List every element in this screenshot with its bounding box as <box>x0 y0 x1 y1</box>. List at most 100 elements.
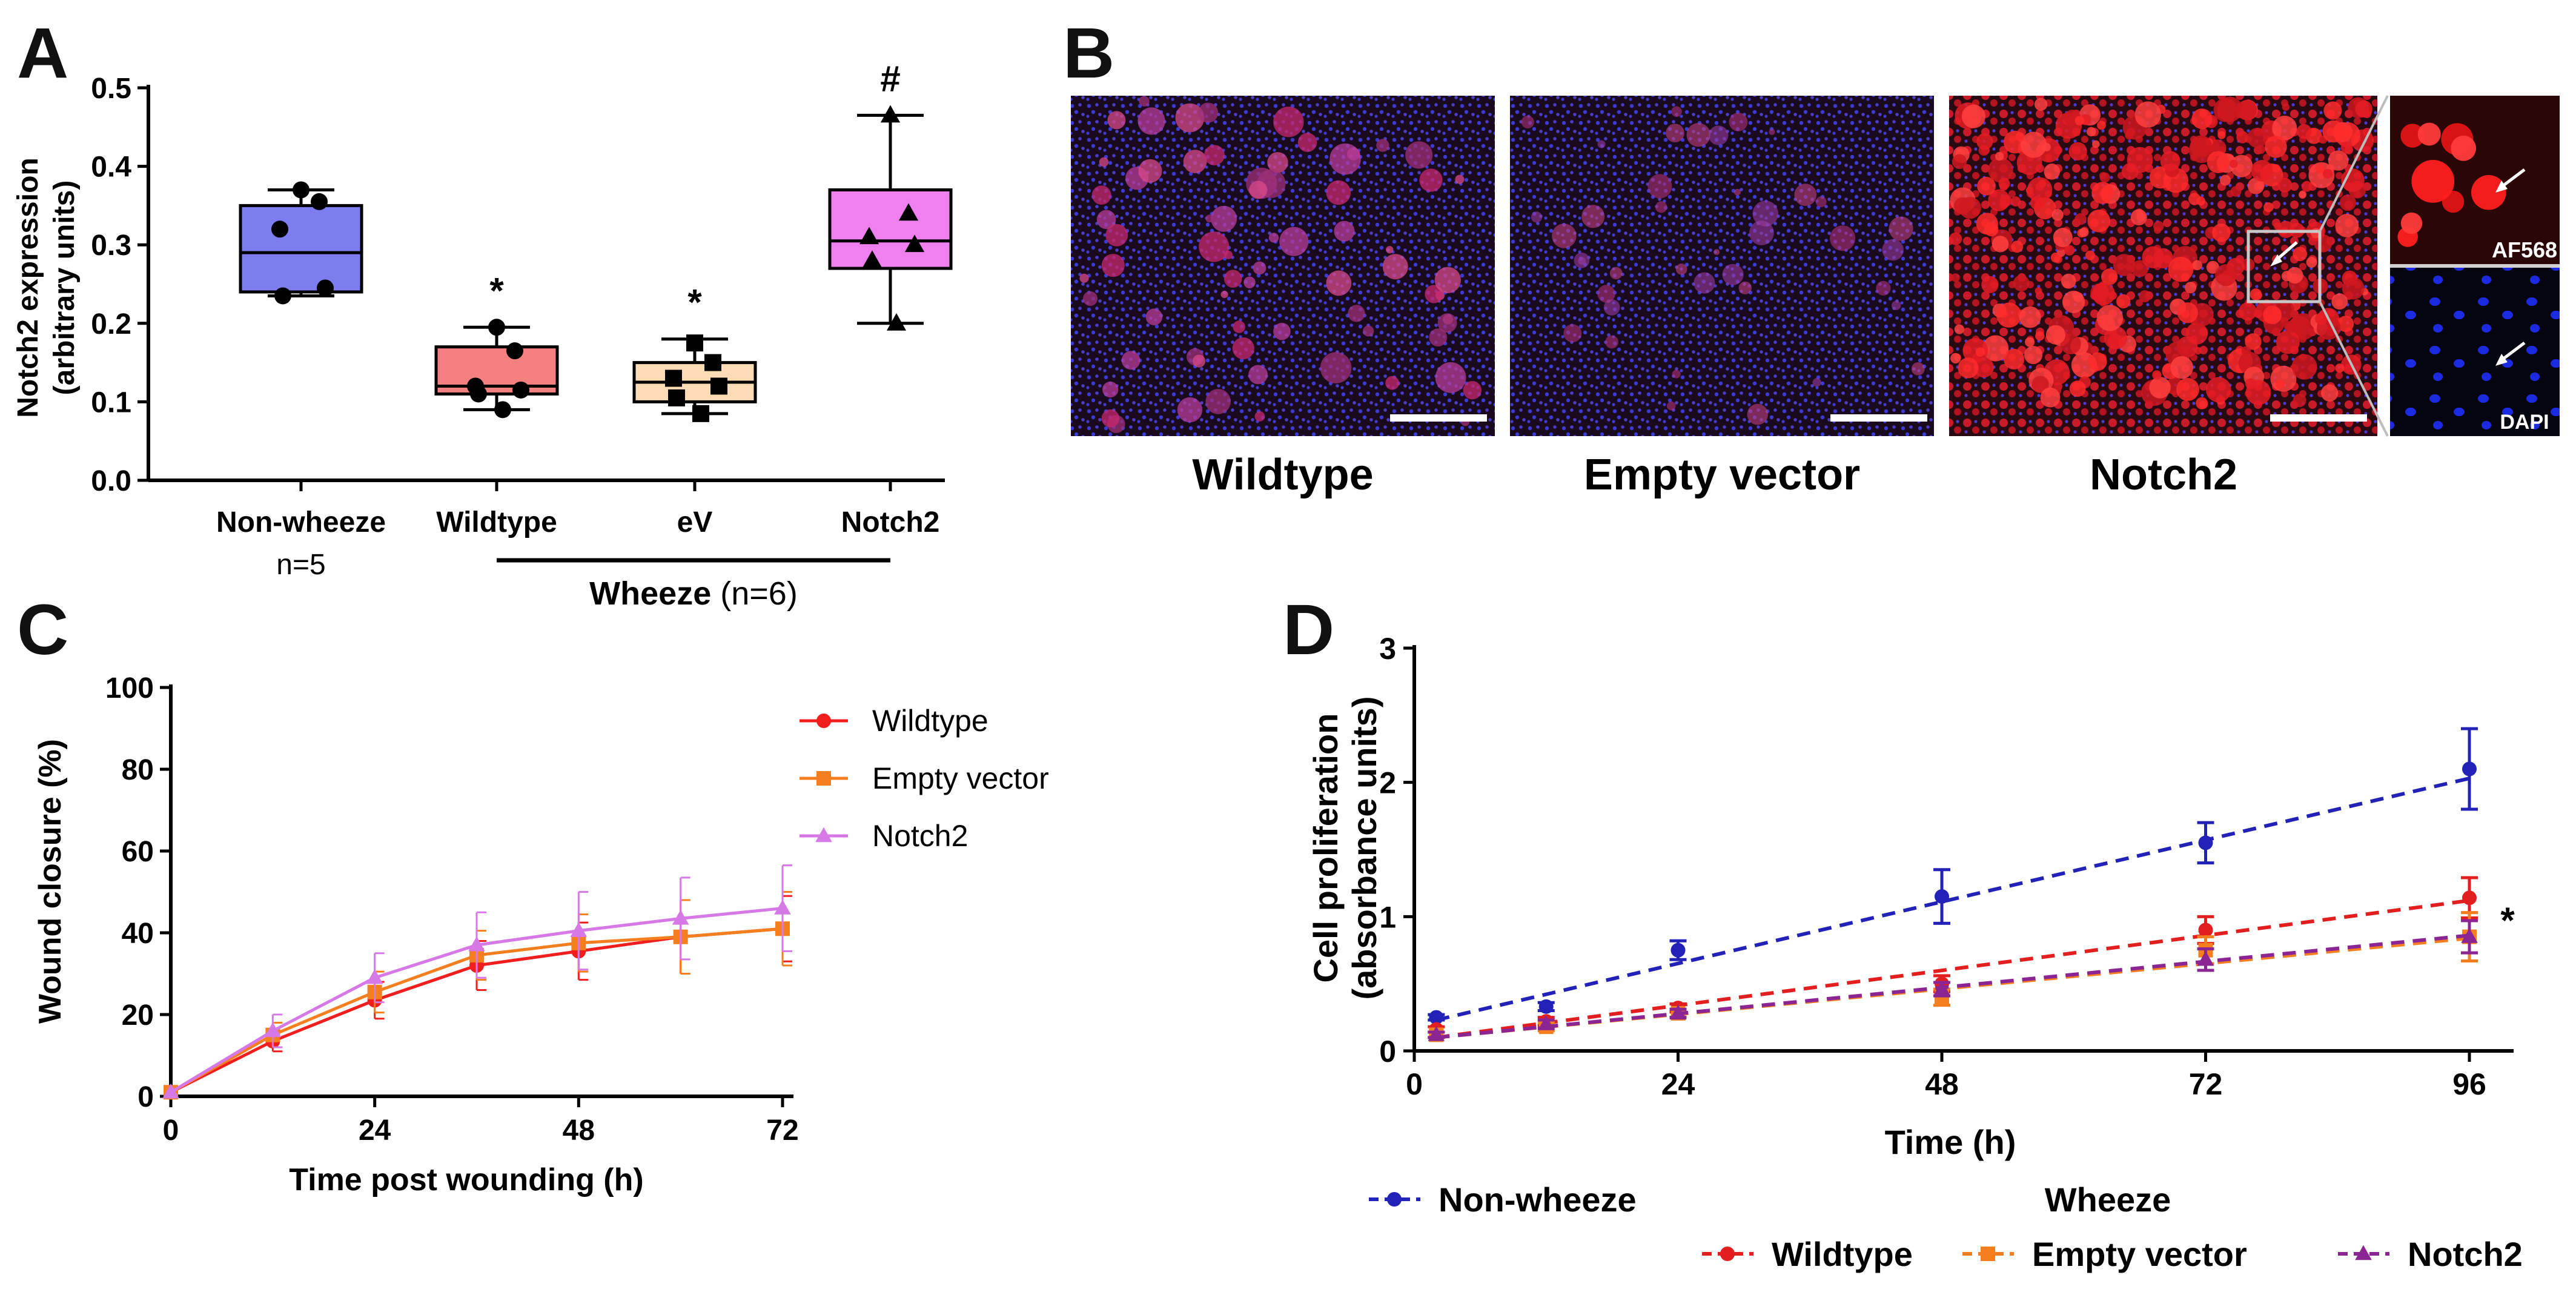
fluorescent-cell <box>2293 247 2308 262</box>
fluorescent-cell <box>2451 135 2477 161</box>
panel-c-ylabel: Wound closure (%) <box>33 739 68 1024</box>
panel-a-ytick-label: 0.4 <box>91 151 131 184</box>
fluorescent-cell <box>2170 356 2193 379</box>
fluorescent-cell <box>2185 282 2197 294</box>
fluorescent-cell <box>1233 320 1245 333</box>
fluorescent-cell <box>2096 305 2124 331</box>
data-point <box>774 899 791 915</box>
data-point <box>2198 922 2213 938</box>
box-data-point <box>886 313 907 331</box>
fluorescent-cell <box>1995 151 2004 161</box>
fluorescent-cell <box>1419 168 1443 192</box>
fluorescent-cell <box>2194 346 2202 355</box>
fluorescent-cell <box>2339 194 2356 211</box>
data-point <box>264 1022 282 1038</box>
box-significance-marker: * <box>489 270 504 311</box>
panel-a-ylabel-line2: (arbitrary units) <box>48 181 81 396</box>
fluorescent-cell <box>2153 220 2164 232</box>
panel-d-xtick-label: 0 <box>1406 1067 1423 1101</box>
fluorescent-cell <box>1694 272 1715 294</box>
zoom-connector-top <box>2319 95 2389 232</box>
fluorescent-cell <box>2130 209 2147 226</box>
data-point <box>2461 928 2478 943</box>
box-data-point <box>271 220 288 238</box>
fluorescent-cell <box>2321 384 2339 402</box>
fluorescent-cell <box>2127 147 2153 173</box>
fluorescent-cell <box>1977 176 1996 196</box>
fluorescent-cell <box>1672 369 1681 379</box>
data-point <box>1429 1010 1444 1025</box>
fluorescent-cell <box>2335 363 2345 373</box>
micrograph-wildtype <box>1071 96 1495 436</box>
fluorescent-cell <box>1248 365 1268 385</box>
fluorescent-cell <box>1597 285 1615 303</box>
fluorescent-cell <box>1137 107 1165 135</box>
inset-dapi <box>2390 268 2560 436</box>
legend-label: Wildtype <box>1772 1235 1913 1273</box>
fluorescent-cell <box>1101 254 1125 277</box>
fluorescent-cell <box>1981 276 1999 294</box>
fluorescent-cell <box>1211 205 1237 232</box>
fluorescent-cell <box>2241 346 2251 356</box>
scale-bar-empty-vector <box>1830 414 1927 422</box>
fluorescent-cell <box>2160 151 2180 171</box>
fluorescent-cell <box>2024 346 2043 365</box>
box-data-point <box>665 369 682 387</box>
legend-marker <box>816 714 831 728</box>
data-point <box>162 1083 179 1099</box>
panel-c-letter: C <box>17 590 68 670</box>
box-data-point <box>311 193 328 210</box>
fluorescent-cell <box>1139 96 1150 107</box>
fluorescent-cell <box>2308 162 2335 188</box>
fluorescent-cell <box>1385 376 1400 390</box>
fluorescent-cell <box>2134 101 2161 128</box>
data-point <box>1933 980 1950 996</box>
fluorescent-cell <box>2079 227 2089 237</box>
panel-d-scatter: Cell proliferation (absorbance units) 0 1… <box>1306 632 2523 1273</box>
fluorescent-cell <box>2251 160 2273 182</box>
fluorescent-cell <box>2471 175 2506 210</box>
panel-d-ytick-label: 1 <box>1379 900 1396 934</box>
fluorescent-cell <box>2153 248 2173 268</box>
fluorescent-cell <box>1752 200 1779 227</box>
panel-a-ytick-label: 0.1 <box>91 386 131 419</box>
fluorescent-cell <box>1954 324 1964 334</box>
fluorescent-cell <box>1552 224 1577 248</box>
fluorescent-cell <box>2265 136 2287 158</box>
box-data-point <box>710 377 727 395</box>
fluorescent-cell <box>1713 249 1720 256</box>
fluorescent-cell <box>2190 135 2213 157</box>
micrograph-label-empty-vector: Empty vector <box>1584 451 1860 499</box>
box-data-point <box>274 287 291 305</box>
legend-marker <box>2355 1245 2372 1260</box>
fluorescent-cell <box>2212 224 2231 242</box>
fluorescent-cell <box>1101 409 1120 428</box>
panel-a-ytick-label: 0.0 <box>91 465 131 497</box>
box-data-point <box>512 381 529 399</box>
data-point <box>1538 999 1554 1014</box>
fluorescent-cell <box>1815 196 1827 208</box>
data-point <box>1670 942 1686 958</box>
fluorescent-cell <box>2025 337 2035 347</box>
fluorescent-cell <box>1267 152 1288 173</box>
fluorescent-cell <box>1437 313 1457 333</box>
fluorescent-cell <box>1204 145 1225 165</box>
fluorescent-cell <box>1107 111 1126 130</box>
fluorescent-cell <box>1794 184 1817 206</box>
fluorescent-cell <box>2299 191 2306 199</box>
panel-c-ytick-label: 40 <box>122 918 154 950</box>
fluorescent-cell <box>1889 216 1913 241</box>
fluorescent-cell <box>2263 305 2282 325</box>
box-significance-marker: # <box>880 58 900 99</box>
fluorescent-cell <box>2315 312 2328 325</box>
inset-af568-label: AF568 <box>2492 237 2557 262</box>
fluorescent-cell <box>2176 377 2199 401</box>
fluorescent-cell <box>1738 281 1752 294</box>
fluorescent-cell <box>2177 302 2198 323</box>
fluorescent-cell <box>2417 122 2441 146</box>
fluorescent-cell <box>1329 143 1361 175</box>
fluorescent-cell <box>2247 128 2268 148</box>
fluorescent-cell <box>1326 180 1351 205</box>
box-data-point <box>704 354 721 371</box>
inset-arrow-bottom-head <box>2495 354 2508 366</box>
